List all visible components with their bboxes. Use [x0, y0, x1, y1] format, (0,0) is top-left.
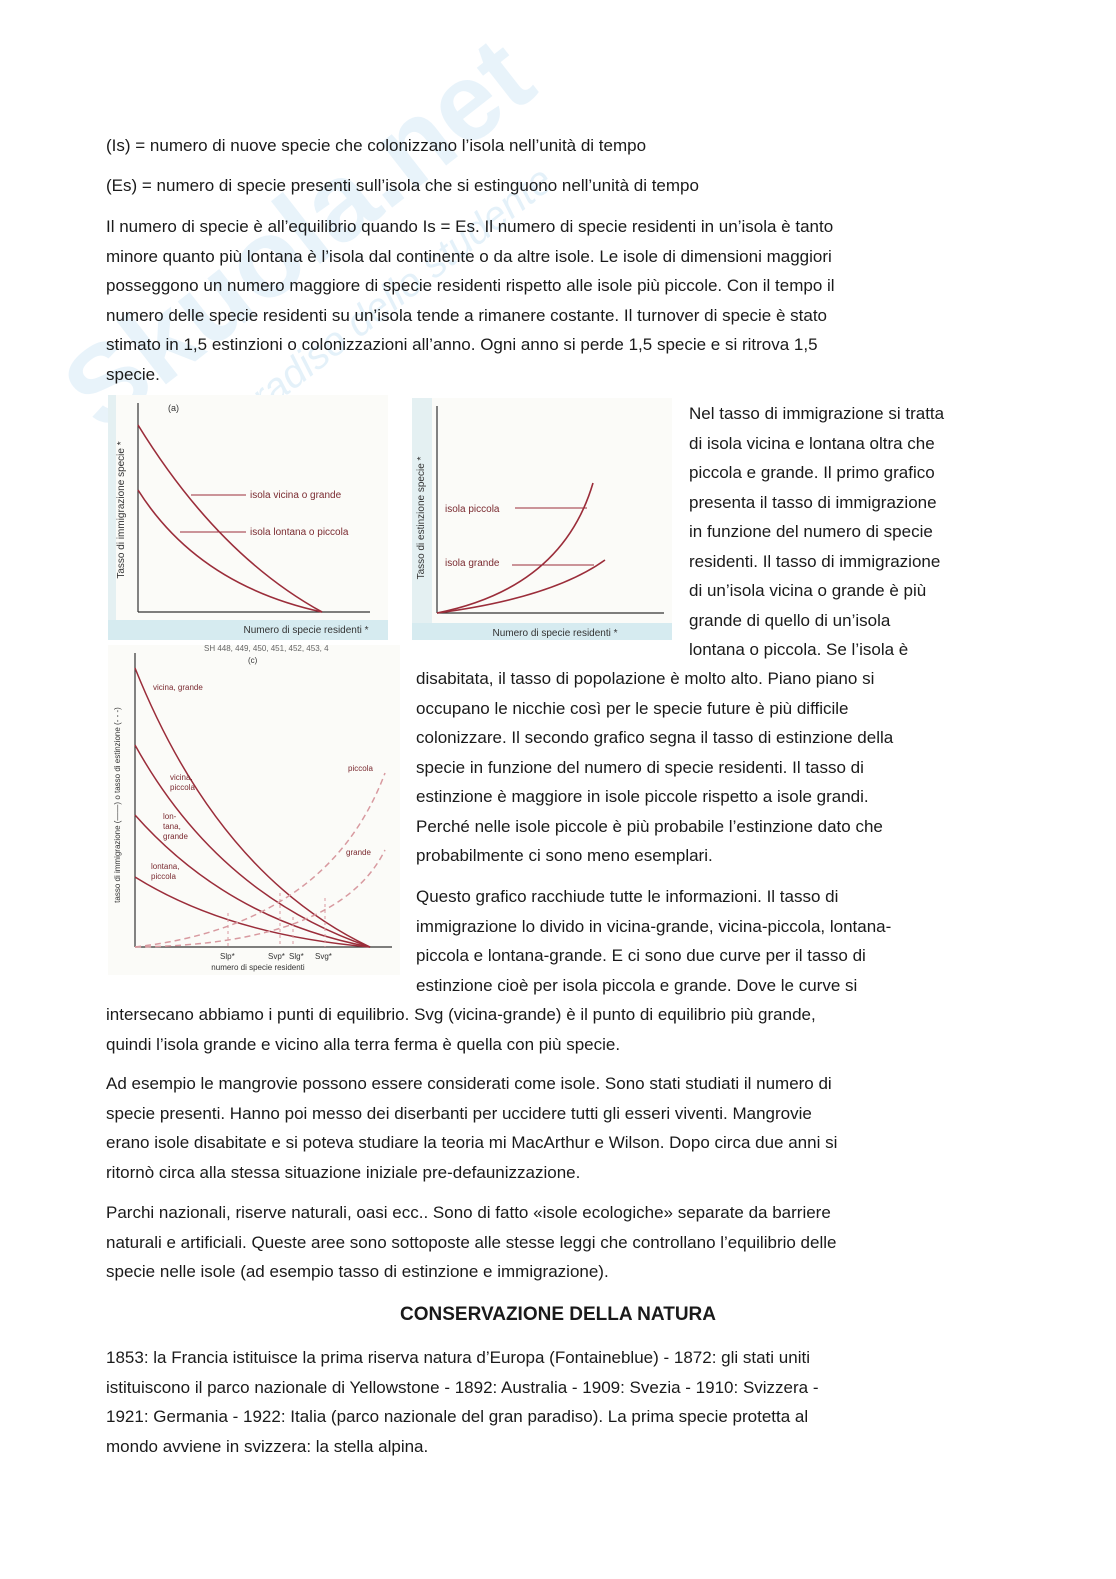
para-immigration-mid-line: colonizzare. Il secondo grafico segna il…	[416, 728, 894, 747]
figure-equilibrium: SH 448, 449, 450, 451, 452, 453, 4 (c) v…	[108, 644, 400, 980]
label-lontana-piccola-2: piccola	[151, 872, 176, 881]
label-lontana-grande: lon-	[163, 812, 177, 821]
lines-top-line: (Es) = numero di specie presenti sull’is…	[106, 176, 699, 195]
para-equilibrium-line: minore quanto più lontana è l’isola dal …	[106, 246, 832, 266]
para-graph-full-line: intersecano abbiamo i punti di equilibri…	[106, 1005, 816, 1024]
curve-isola-grande	[436, 559, 606, 614]
y-axis-label: tasso di immigrazione (——) o tasso di es…	[113, 707, 122, 903]
figure-immigration-rate: isola vicina o grande isola lontana o pi…	[108, 395, 388, 645]
eq-point-vg: Svg*	[315, 952, 332, 961]
para-immigration-right-line: lontana o piccola. Se l’isola è	[689, 640, 909, 659]
para-equilibrium-line: specie.	[106, 365, 160, 384]
para-parchi-line: specie nelle isole (ad esempio tasso di …	[106, 1262, 609, 1282]
para-conservazione-line: mondo avviene in svizzera: la stella alp…	[106, 1436, 429, 1456]
para-conservazione-line: istituiscono il parco nazionale di Yello…	[106, 1377, 819, 1397]
label-isola-grande: isola grande	[445, 558, 500, 569]
x-axis-label: numero di specie residenti	[211, 963, 305, 972]
para-immigration-mid-line: Perché nelle isole piccole è più probabi…	[416, 816, 883, 836]
para-immigration-right-line: di isola vicina e lontana oltra che	[689, 433, 935, 453]
label-vicina-grande: isola vicina o grande	[250, 490, 342, 501]
para-immigration-right-line: grande di quello di un’isola	[689, 610, 891, 630]
panel-label: (a)	[168, 403, 179, 413]
para-immigration-right-line: Nel tasso di immigrazione si tratta	[689, 404, 945, 423]
para-parchi-line: naturali e artificiali. Queste aree sono…	[106, 1232, 837, 1252]
lines-top-line: (Is) = numero di nuove specie che coloni…	[106, 136, 647, 155]
label-isola-piccola: isola piccola	[445, 504, 500, 515]
para-graph-mid-line: piccola e lontana-grande. E ci sono due …	[416, 946, 866, 965]
para-mangrovie-line: ritornò circa alla stessa situazione ini…	[106, 1162, 581, 1182]
curve-vicina-grande	[134, 667, 371, 948]
curve-lontana-grande	[134, 814, 371, 948]
label-lontana-grande-2: tana,	[163, 822, 181, 831]
curve-lontana-piccola	[134, 876, 371, 948]
curve-vicina-piccola	[134, 744, 371, 948]
x-axis-label: Numero di specie residenti *	[492, 628, 617, 639]
para-graph-mid-line: Questo grafico racchiude tutte le inform…	[416, 887, 839, 906]
para-equilibrium-line: stimato in 1,5 estinzioni o colonizzazio…	[106, 335, 818, 355]
eq-point-lg: Slg*	[289, 952, 304, 961]
para-equilibrium-line: posseggono un numero maggiore di specie …	[106, 276, 835, 296]
figure-extinction-rate: isola piccola isola grande Tasso di esti…	[412, 398, 672, 645]
para-graph-mid-line: immigrazione lo divido in vicina-grande,…	[416, 916, 892, 936]
para-immigration-mid-line: specie in funzione del numero di specie …	[416, 757, 864, 777]
label-lontana-grande-3: grande	[163, 832, 188, 841]
para-immigration-mid-line: estinzione è maggiore in isole piccole r…	[416, 787, 869, 806]
y-axis-label: Tasso di immigrazione specie *	[116, 441, 127, 578]
header-fragment: SH 448, 449, 450, 451, 452, 453, 4	[204, 645, 329, 653]
para-equilibrium-line: Il numero di specie è all’equilibrio qua…	[106, 217, 834, 236]
para-immigration-right-line: residenti. Il tasso di immigrazione	[689, 551, 941, 571]
para-conservazione-line: 1921: Germania - 1922: Italia (parco naz…	[106, 1407, 809, 1427]
para-immigration-right-line: di un’isola vicina o grande è più	[689, 581, 927, 600]
para-immigration-mid-line: occupano le nicchie così per le specie f…	[416, 698, 849, 718]
para-parchi-line: Parchi nazionali, riserve naturali, oasi…	[106, 1203, 831, 1222]
label-vicina-piccola-2: piccola	[170, 783, 195, 792]
y-axis-label: Tasso di estinzione specie *	[416, 456, 427, 579]
para-immigration-right-line: in funzione del numero di specie	[689, 522, 933, 541]
para-immigration-right-line: piccola e grande. Il primo grafico	[689, 463, 935, 482]
para-mangrovie-line: erano isole disabitate e si poteva studi…	[106, 1133, 838, 1153]
para-immigration-mid-line: probabilmente ci sono meno esemplari.	[416, 846, 713, 865]
para-equilibrium-line: numero delle specie residenti su un’isol…	[106, 305, 828, 325]
label-lontana-piccola: lontana,	[151, 862, 179, 871]
eq-point-lp: Slp*	[220, 952, 235, 961]
label-estinzione-grande: grande	[346, 848, 371, 857]
label-lontana-piccola: isola lontana o piccola	[250, 527, 349, 538]
section-heading: CONSERVAZIONE DELLA NATURA	[400, 1304, 716, 1325]
label-vicina-piccola: vicina,	[170, 773, 193, 782]
para-immigration-right-line: presenta il tasso di immigrazione	[689, 492, 937, 512]
label-estinzione-piccola: piccola	[348, 764, 373, 773]
label-vicina-grande: vicina, grande	[153, 683, 203, 692]
para-mangrovie-line: Ad esempio le mangrovie possono essere c…	[106, 1074, 832, 1093]
curve-vicina-grande	[137, 424, 323, 613]
curve-estinzione-piccola	[134, 772, 386, 948]
x-axis-label: Numero di specie residenti *	[243, 625, 368, 636]
curve-lontana-piccola	[137, 489, 323, 613]
panel-label: (c)	[248, 656, 258, 665]
para-conservazione-line: 1853: la Francia istituisce la prima ris…	[106, 1348, 810, 1367]
para-graph-mid-line: estinzione cioè per isola piccola e gran…	[416, 975, 858, 995]
para-mangrovie-line: specie presenti. Hanno poi messo dei dis…	[106, 1103, 812, 1123]
para-immigration-mid-line: disabitata, il tasso di popolazione è mo…	[416, 669, 875, 688]
para-graph-full-line: quindi l’isola grande e vicino alla terr…	[106, 1034, 621, 1054]
curve-estinzione-grande	[134, 849, 386, 948]
eq-point-vp: Svp*	[268, 952, 285, 961]
